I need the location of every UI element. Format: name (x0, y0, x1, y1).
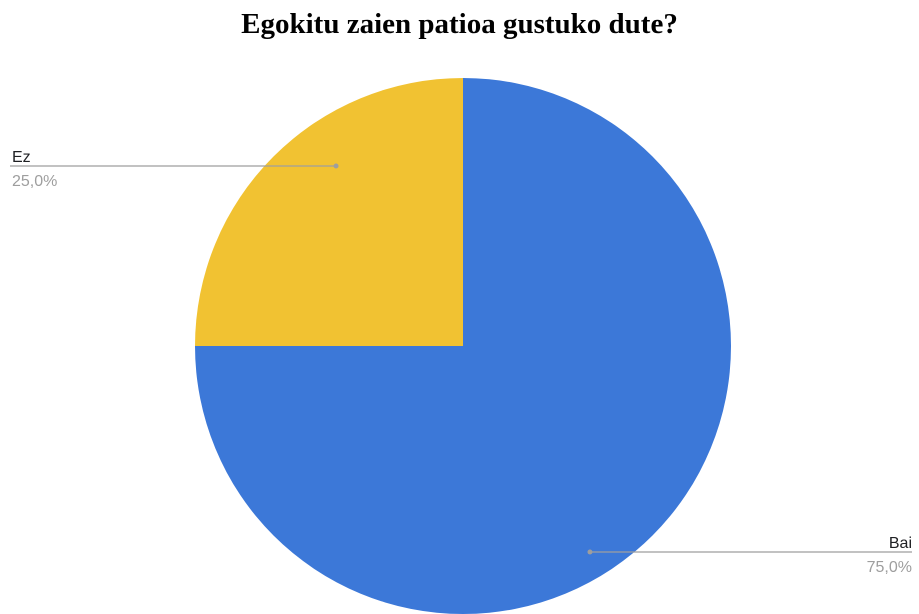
chart-title: Egokitu zaien patioa gustuko dute? (241, 8, 678, 40)
leader-dot-bai (587, 549, 593, 555)
slice-percent-ez: 25,0% (12, 173, 57, 190)
pie-slice-ez (195, 78, 463, 346)
slice-percent-bai: 75,0% (867, 559, 912, 576)
leader-dot-ez (333, 163, 339, 169)
slice-label-ez: Ez (12, 149, 31, 166)
slice-label-bai: Bai (889, 535, 912, 552)
